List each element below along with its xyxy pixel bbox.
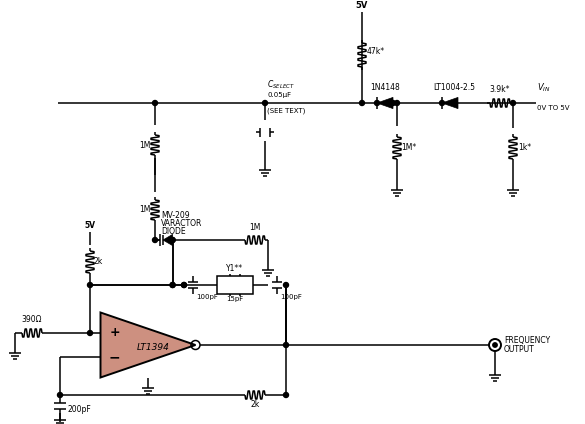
Polygon shape (442, 98, 458, 109)
Text: 1M: 1M (249, 223, 261, 232)
Text: 1M: 1M (140, 206, 151, 215)
Circle shape (170, 237, 175, 243)
Text: $C_{SELECT}$: $C_{SELECT}$ (267, 78, 295, 91)
Circle shape (181, 282, 187, 287)
Circle shape (394, 100, 400, 106)
Circle shape (284, 282, 288, 287)
Bar (217, 276, 253, 294)
Text: Y1**: Y1** (226, 264, 243, 273)
Text: FREQUENCY: FREQUENCY (504, 337, 550, 346)
Circle shape (57, 393, 63, 398)
Circle shape (170, 237, 175, 243)
Text: DIODE: DIODE (161, 227, 185, 236)
Circle shape (170, 282, 175, 287)
Text: VARACTOR: VARACTOR (161, 219, 202, 228)
Circle shape (391, 100, 395, 106)
Circle shape (153, 237, 157, 243)
Text: 200pF: 200pF (68, 404, 92, 413)
Text: 100pF: 100pF (196, 294, 218, 300)
Polygon shape (101, 312, 195, 377)
Text: LT1394: LT1394 (136, 343, 170, 351)
Polygon shape (377, 98, 393, 109)
Text: 5V: 5V (356, 1, 368, 10)
Circle shape (181, 282, 187, 287)
Text: 1k*: 1k* (518, 143, 531, 153)
Text: 3.9k*: 3.9k* (490, 85, 510, 94)
Text: 390Ω: 390Ω (22, 315, 42, 324)
Text: 2k: 2k (94, 257, 103, 267)
Circle shape (284, 343, 288, 348)
Circle shape (493, 343, 497, 347)
Circle shape (88, 282, 92, 287)
Text: 100pF: 100pF (280, 294, 302, 300)
Text: 2k: 2k (250, 400, 260, 409)
Text: 5V: 5V (84, 221, 95, 230)
Circle shape (374, 100, 380, 106)
Text: LT1004-2.5: LT1004-2.5 (433, 83, 475, 92)
Circle shape (360, 100, 364, 106)
Circle shape (284, 393, 288, 398)
Text: 1M*: 1M* (401, 143, 417, 153)
Text: OUTPUT: OUTPUT (504, 346, 535, 354)
Circle shape (153, 100, 157, 106)
Text: 47k*: 47k* (367, 47, 385, 56)
Text: 0V TO 5V: 0V TO 5V (537, 105, 570, 111)
Circle shape (170, 282, 175, 287)
Circle shape (511, 100, 515, 106)
Text: +: + (109, 326, 120, 340)
Text: 0.05µF: 0.05µF (267, 92, 291, 98)
Text: 1M: 1M (140, 140, 151, 150)
Polygon shape (163, 234, 173, 245)
Circle shape (263, 100, 267, 106)
Circle shape (439, 100, 445, 106)
Circle shape (88, 330, 92, 335)
Text: MV-209: MV-209 (161, 211, 190, 220)
Text: −: − (109, 350, 121, 364)
Text: 1N4148: 1N4148 (370, 83, 400, 92)
Text: $V_{IN}$: $V_{IN}$ (537, 81, 550, 94)
Text: 15pF: 15pF (226, 296, 243, 302)
Text: (SEE TEXT): (SEE TEXT) (267, 107, 305, 114)
